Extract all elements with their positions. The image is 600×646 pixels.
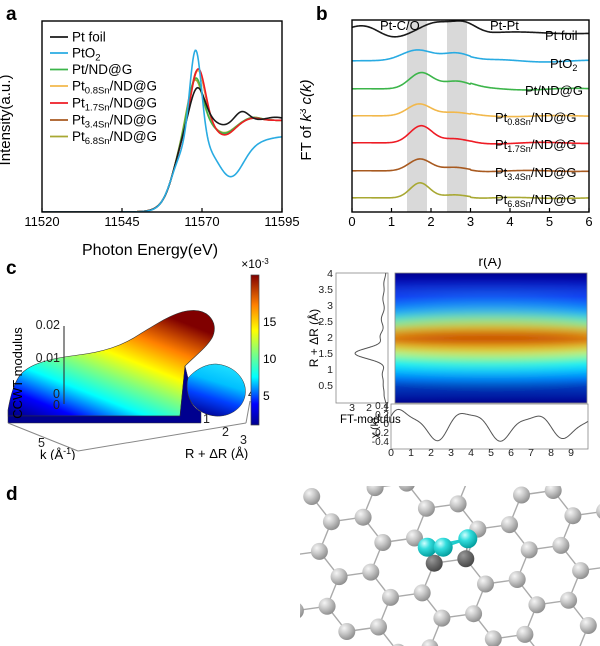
svg-text:3: 3 [467,214,474,229]
svg-text:r(Å): r(Å) [478,258,501,269]
svg-text:3.5: 3.5 [318,284,333,296]
svg-text:Pt6.8Sn/ND@G: Pt6.8Sn/ND@G [72,129,157,147]
svg-text:Pt3.4Sn/ND@G: Pt3.4Sn/ND@G [72,113,157,131]
svg-text:11570: 11570 [184,214,219,229]
svg-text:R + ΔR (Å): R + ΔR (Å) [306,309,321,367]
svg-text:11545: 11545 [104,214,139,229]
svg-text:6: 6 [585,214,592,229]
svg-text:χ (k): χ (k) [369,418,381,439]
svg-text:Pt-C/O: Pt-C/O [380,18,420,33]
svg-text:4: 4 [327,268,333,280]
svg-text:Pt foil: Pt foil [72,30,106,45]
svg-text:0.5: 0.5 [318,380,333,392]
svg-text:1: 1 [408,447,414,459]
svg-text:Pt/ND@G: Pt/ND@G [525,83,583,98]
svg-text:1: 1 [327,364,333,376]
svg-text:5: 5 [546,214,553,229]
svg-text:11520: 11520 [24,214,59,229]
svg-text:6: 6 [508,447,514,459]
svg-text:FT of k3 c(k): FT of k3 c(k) [300,79,315,160]
svg-text:Pt3.4Sn/ND@G: Pt3.4Sn/ND@G [495,165,577,182]
svg-text:9: 9 [568,447,574,459]
svg-text:Pt6.8Sn/ND@G: Pt6.8Sn/ND@G [495,192,577,209]
svg-text:Pt/ND@G: Pt/ND@G [72,62,132,77]
svg-text:Intensity(a.u.): Intensity(a.u.) [0,75,14,166]
svg-text:0: 0 [348,214,355,229]
svg-text:11595: 11595 [264,214,299,229]
svg-text:4: 4 [506,214,513,229]
svg-text:4: 4 [468,447,474,459]
svg-text:7: 7 [528,447,534,459]
svg-text:3: 3 [448,447,454,459]
svg-text:Pt-Pt: Pt-Pt [490,18,519,33]
svg-text:1: 1 [388,214,395,229]
svg-text:2: 2 [366,402,372,414]
svg-text:Pt1.7Sn/ND@G: Pt1.7Sn/ND@G [495,137,577,154]
svg-text:2: 2 [327,332,333,344]
svg-text:8: 8 [548,447,554,459]
svg-text:PtO2: PtO2 [72,46,101,64]
svg-text:5: 5 [488,447,494,459]
svg-text:Pt0.8Sn/ND@G: Pt0.8Sn/ND@G [495,110,577,127]
svg-text:3: 3 [327,300,333,312]
svg-text:PtO2: PtO2 [550,56,577,73]
svg-text:3: 3 [349,402,355,414]
svg-text:0: 0 [388,447,394,459]
svg-text:2: 2 [427,214,434,229]
svg-text:2: 2 [428,447,434,459]
svg-text:Pt foil: Pt foil [545,28,578,43]
svg-text:Pt1.7Sn/ND@G: Pt1.7Sn/ND@G [72,96,157,114]
svg-text:Pt0.8Sn/ND@G: Pt0.8Sn/ND@G [72,79,157,97]
